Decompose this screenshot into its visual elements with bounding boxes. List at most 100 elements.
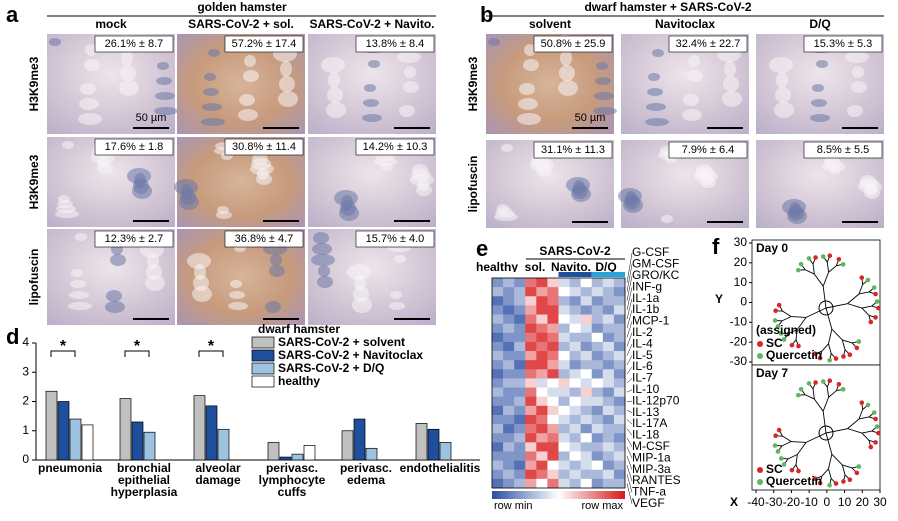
heat-cell	[547, 397, 558, 406]
heat-cell	[547, 296, 558, 305]
tree-leaf	[813, 255, 818, 260]
heat-cell	[570, 378, 581, 387]
tree-leaf	[857, 339, 862, 344]
cell-texture	[517, 113, 541, 125]
cell-texture	[683, 94, 699, 106]
tree-leaf	[868, 445, 873, 450]
heat-cell	[492, 369, 503, 378]
heat-cell	[514, 451, 525, 460]
heat-cell	[559, 424, 570, 433]
legend-swatch	[252, 376, 274, 387]
scale-label: 50 µm	[136, 112, 167, 124]
heat-cell	[525, 378, 536, 387]
heat-cell	[603, 442, 614, 451]
heat-cell	[547, 324, 558, 333]
cell-texture	[775, 87, 791, 103]
heat-cell	[547, 305, 558, 314]
legend-label: SARS-CoV-2 + Navitoclax	[278, 348, 423, 362]
heat-cell	[614, 333, 625, 342]
heat-cell	[525, 470, 536, 479]
tree-leaf	[779, 456, 784, 461]
cell-texture	[812, 84, 824, 92]
percent-label: 50.8% ± 25.9	[541, 38, 606, 50]
cell-texture	[68, 302, 92, 310]
cell-texture	[523, 59, 539, 71]
heat-cell	[570, 442, 581, 451]
heat-cell	[614, 278, 625, 287]
cell-texture	[317, 276, 333, 288]
cell-texture	[327, 87, 343, 103]
row-label: lipofuscin	[27, 249, 41, 306]
heat-cell	[603, 351, 614, 360]
legend-swatch	[252, 337, 274, 348]
tree-leaf	[872, 410, 877, 415]
heat-cell	[614, 415, 625, 424]
percent-label: 32.4% ± 22.7	[676, 38, 741, 50]
heat-cell	[570, 461, 581, 470]
heat-cell	[492, 296, 503, 305]
heat-cell	[525, 433, 536, 442]
percent-label: 8.5% ± 5.5	[817, 144, 870, 156]
heat-cell	[592, 461, 603, 470]
heat-cell	[581, 424, 592, 433]
tree-leaf	[837, 257, 842, 262]
heat-cell	[559, 433, 570, 442]
tree-leaf	[773, 433, 778, 438]
bar	[132, 422, 143, 460]
panel-title: dwarf hamster + SARS-CoV-2	[584, 0, 751, 14]
scale-max: row max	[581, 500, 623, 512]
tree-leaf	[827, 483, 832, 488]
cell-texture	[119, 80, 139, 96]
y-tick-label: 0	[740, 295, 747, 309]
cell-texture	[368, 60, 380, 68]
heat-cell	[536, 333, 547, 342]
legend-dot	[757, 341, 763, 347]
tree-leaf	[799, 387, 804, 392]
heat-cell	[525, 315, 536, 324]
tree-leaf	[827, 378, 832, 383]
tree-leaf	[790, 468, 795, 473]
heat-cell	[503, 433, 514, 442]
heat-cell	[547, 333, 558, 342]
heat-cell	[514, 378, 525, 387]
bar	[304, 445, 315, 460]
heat-cell	[514, 360, 525, 369]
tree-leaf	[857, 464, 862, 469]
y-tick-label: -30	[730, 354, 748, 368]
heat-cell	[559, 378, 570, 387]
heat-cell	[503, 351, 514, 360]
heat-cell	[547, 479, 558, 488]
legend-swatch	[252, 363, 274, 374]
heat-cell	[592, 305, 603, 314]
heat-cell	[547, 360, 558, 369]
heat-cell	[570, 388, 581, 397]
heat-cell	[559, 305, 570, 314]
bar	[416, 423, 427, 460]
tree-leaf	[876, 431, 881, 436]
heat-cell	[503, 315, 514, 324]
heat-cell	[570, 351, 581, 360]
heat-cell	[503, 442, 514, 451]
cell-texture	[69, 291, 89, 299]
heat-cell	[514, 351, 525, 360]
heat-cell	[503, 296, 514, 305]
heat-cell	[492, 351, 503, 360]
cell-texture	[595, 77, 611, 85]
cell-texture	[278, 91, 298, 107]
heat-cell	[536, 360, 547, 369]
heat-cell	[592, 315, 603, 324]
cell-texture	[566, 177, 590, 193]
heat-cell	[570, 287, 581, 296]
cell-texture	[202, 103, 222, 111]
cell-texture	[105, 301, 125, 313]
tree-leaf	[837, 382, 842, 387]
heat-cell	[547, 415, 558, 424]
tree-leaf	[873, 315, 878, 320]
heat-cell	[547, 278, 558, 287]
cell-texture	[488, 38, 500, 46]
cell-texture	[230, 280, 242, 288]
heat-cell	[592, 296, 603, 305]
cell-texture	[389, 302, 405, 310]
cell-texture	[79, 98, 99, 110]
